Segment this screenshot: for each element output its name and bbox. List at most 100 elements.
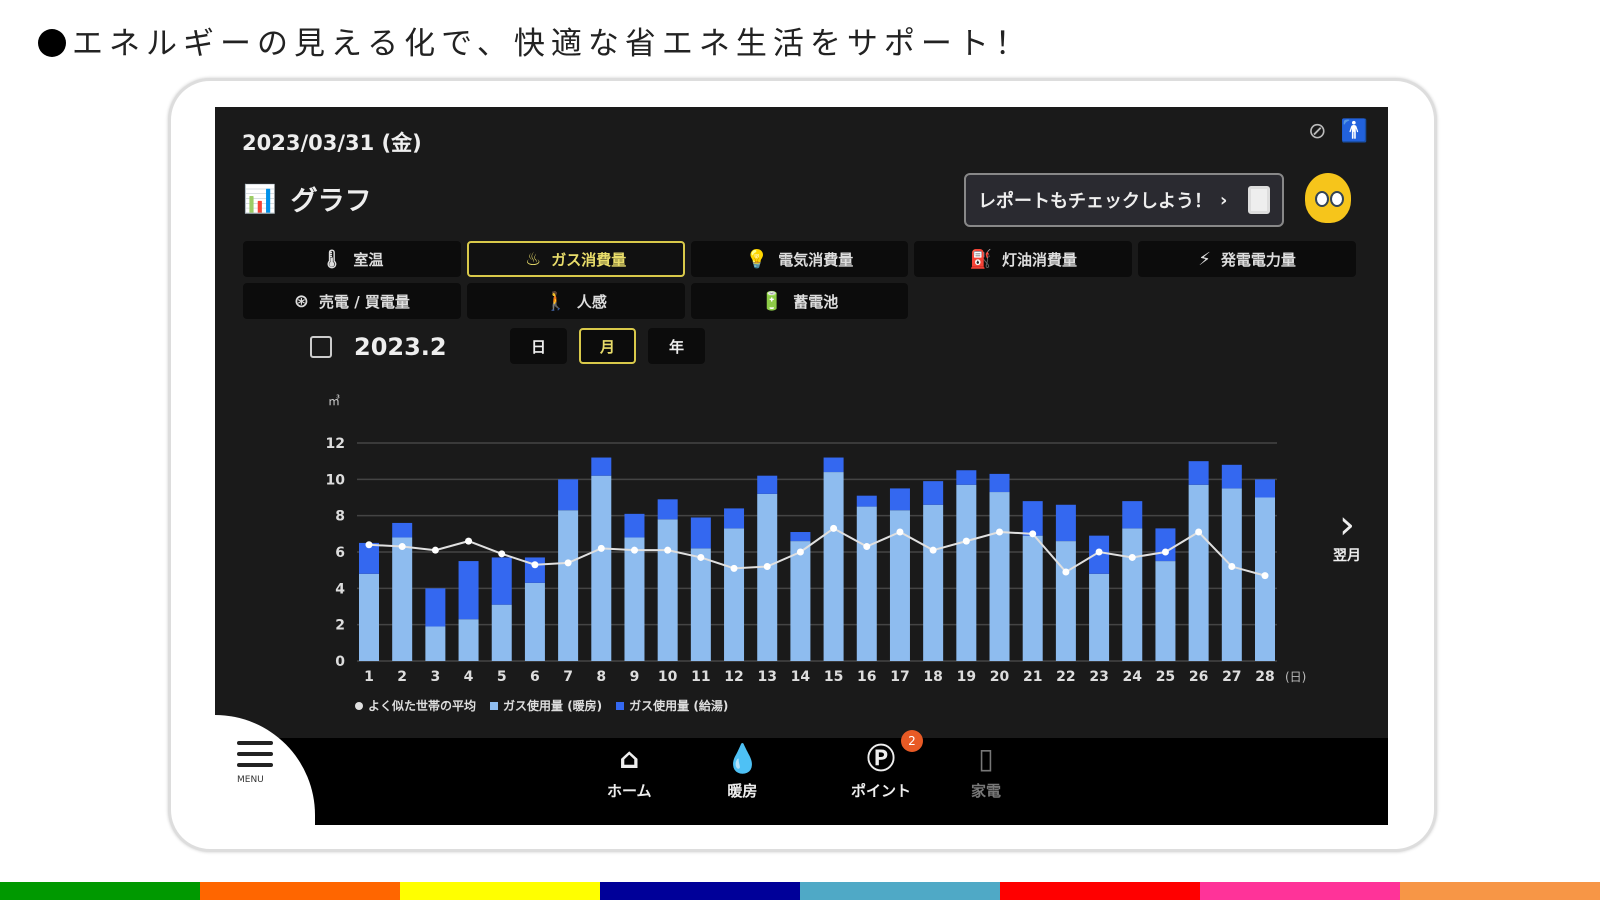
nav-label: ホーム xyxy=(607,782,652,800)
x-tick-label: 13 xyxy=(757,669,776,685)
tab-gas-flame[interactable]: ♨ ガス消費量 xyxy=(466,241,685,277)
y-tick-label: 12 xyxy=(326,436,345,452)
x-tick-label: 15 xyxy=(824,669,843,685)
bar-heating xyxy=(1022,535,1043,661)
bar-heating xyxy=(690,548,711,661)
app-screen: 2023/03/31 (金) ⊘ 🚹 📊 グラフ レポートもチェックしよう！ ›… xyxy=(215,107,1388,825)
x-tick-label: 1 xyxy=(364,669,374,685)
tab-label: 発電電力量 xyxy=(1220,250,1296,269)
tab-thermometer[interactable]: 🌡 室温 xyxy=(243,241,461,277)
y-tick-label: 10 xyxy=(326,472,346,488)
stripe-segment xyxy=(1200,882,1400,900)
average-point xyxy=(896,528,904,536)
gas-flame-icon: ♨ xyxy=(525,248,542,270)
x-axis-unit: (日) xyxy=(1285,670,1306,684)
legend-label: よく似た世帯の平均 xyxy=(368,699,477,713)
next-month-button[interactable]: › 翌月 xyxy=(1333,505,1361,565)
menu-button[interactable]: MENU xyxy=(215,715,315,825)
settings-icon[interactable]: ⊘ xyxy=(1308,119,1327,144)
x-tick-label: 10 xyxy=(658,669,678,685)
bar-heating xyxy=(624,537,645,661)
period-button-1[interactable]: 月 xyxy=(579,328,636,364)
legend-label: ガス使用量 (給湯) xyxy=(629,699,729,713)
bar-hot-water xyxy=(392,522,413,538)
bar-hot-water xyxy=(757,475,778,494)
x-tick-label: 12 xyxy=(724,669,743,685)
tab-lightbulb[interactable]: 💡 電気消費量 xyxy=(690,241,909,277)
nav-home[interactable]: ⌂ ホーム xyxy=(607,742,652,801)
bar-heating xyxy=(989,492,1010,661)
bar-hot-water xyxy=(956,470,977,485)
page-title-text: グラフ xyxy=(290,186,372,217)
average-point xyxy=(498,550,506,558)
bar-hot-water xyxy=(624,513,645,538)
bar-heating xyxy=(1221,488,1242,661)
tab-power-generation[interactable]: ⚡ 発電電力量 xyxy=(1138,241,1356,277)
average-point xyxy=(763,563,771,571)
bar-heating xyxy=(458,619,479,661)
bar-hot-water xyxy=(425,588,446,627)
average-point xyxy=(730,564,738,572)
nav-label: ポイント xyxy=(851,782,912,800)
bullet-icon xyxy=(38,29,66,57)
nav-points[interactable]: Ⓟ ポイント xyxy=(851,742,911,801)
bar-heating xyxy=(923,504,944,661)
tab-battery[interactable]: 🔋 蓄電池 xyxy=(690,283,909,319)
x-tick-label: 2 xyxy=(397,669,407,685)
stripe-segment xyxy=(0,882,200,900)
menu-label: MENU xyxy=(237,775,264,785)
period-button-2[interactable]: 年 xyxy=(648,328,705,364)
nav-heating-drop[interactable]: 💧 暖房 xyxy=(725,742,760,801)
average-point xyxy=(697,553,705,561)
next-month-label: 翌月 xyxy=(1333,548,1361,564)
thermometer-icon: 🌡 xyxy=(320,248,344,270)
nav-appliance[interactable]: ▯ 家電 xyxy=(971,742,1001,801)
legend-item: よく似た世帯の平均 xyxy=(355,697,476,714)
bottom-nav xyxy=(215,738,1388,825)
tab-motion-sensor[interactable]: 🚶 人感 xyxy=(466,283,685,319)
calendar-icon[interactable] xyxy=(310,336,332,358)
bar-heating xyxy=(724,528,745,661)
chevron-right-icon: › xyxy=(1339,502,1355,548)
average-point xyxy=(465,537,473,545)
x-tick-label: 7 xyxy=(563,669,573,685)
mascot-character[interactable] xyxy=(1305,173,1351,223)
battery-icon: 🔋 xyxy=(760,290,784,312)
average-point xyxy=(1228,563,1236,571)
period-button-0[interactable]: 日 xyxy=(510,328,567,364)
stripe-segment xyxy=(600,882,800,900)
tab-label: ガス消費量 xyxy=(551,250,627,269)
report-bubble-text: レポートもチェックしよう！ xyxy=(978,191,1212,212)
bar-heating xyxy=(359,573,379,661)
x-tick-label: 6 xyxy=(530,669,540,685)
average-point xyxy=(1261,572,1269,580)
x-tick-label: 8 xyxy=(596,669,606,685)
x-tick-label: 19 xyxy=(957,669,976,685)
hamburger-icon xyxy=(237,741,273,745)
bar-heating xyxy=(856,506,877,661)
report-bubble[interactable]: レポートもチェックしよう！ › xyxy=(964,173,1284,227)
power-generation-icon: ⚡ xyxy=(1198,248,1211,270)
x-tick-label: 25 xyxy=(1156,669,1175,685)
stripe-segment xyxy=(800,882,1000,900)
bar-heating xyxy=(392,537,413,661)
person-icon[interactable]: 🚹 xyxy=(1340,119,1368,144)
period-value[interactable]: 2023.2 xyxy=(354,333,447,361)
bar-chart-icon: 📊 xyxy=(243,183,277,215)
bar-heating xyxy=(1055,541,1076,661)
x-tick-label: 21 xyxy=(1023,669,1042,685)
bar-heating xyxy=(657,519,678,661)
bar-hot-water xyxy=(889,488,910,511)
bar-hot-water xyxy=(1255,479,1275,498)
legend-swatch xyxy=(616,702,625,710)
tab-sell-buy[interactable]: ⊛ 売電 / 買電量 xyxy=(243,283,461,319)
bar-heating xyxy=(757,493,778,661)
tab-kerosene[interactable]: ⛽ 灯油消費量 xyxy=(914,241,1133,277)
kerosene-icon: ⛽ xyxy=(969,248,992,270)
period-selector[interactable]: 2023.2 xyxy=(310,333,447,361)
notification-badge: 2 xyxy=(901,730,923,752)
average-point xyxy=(597,544,605,552)
x-tick-label: 20 xyxy=(990,669,1010,685)
bar-hot-water xyxy=(1221,464,1242,489)
